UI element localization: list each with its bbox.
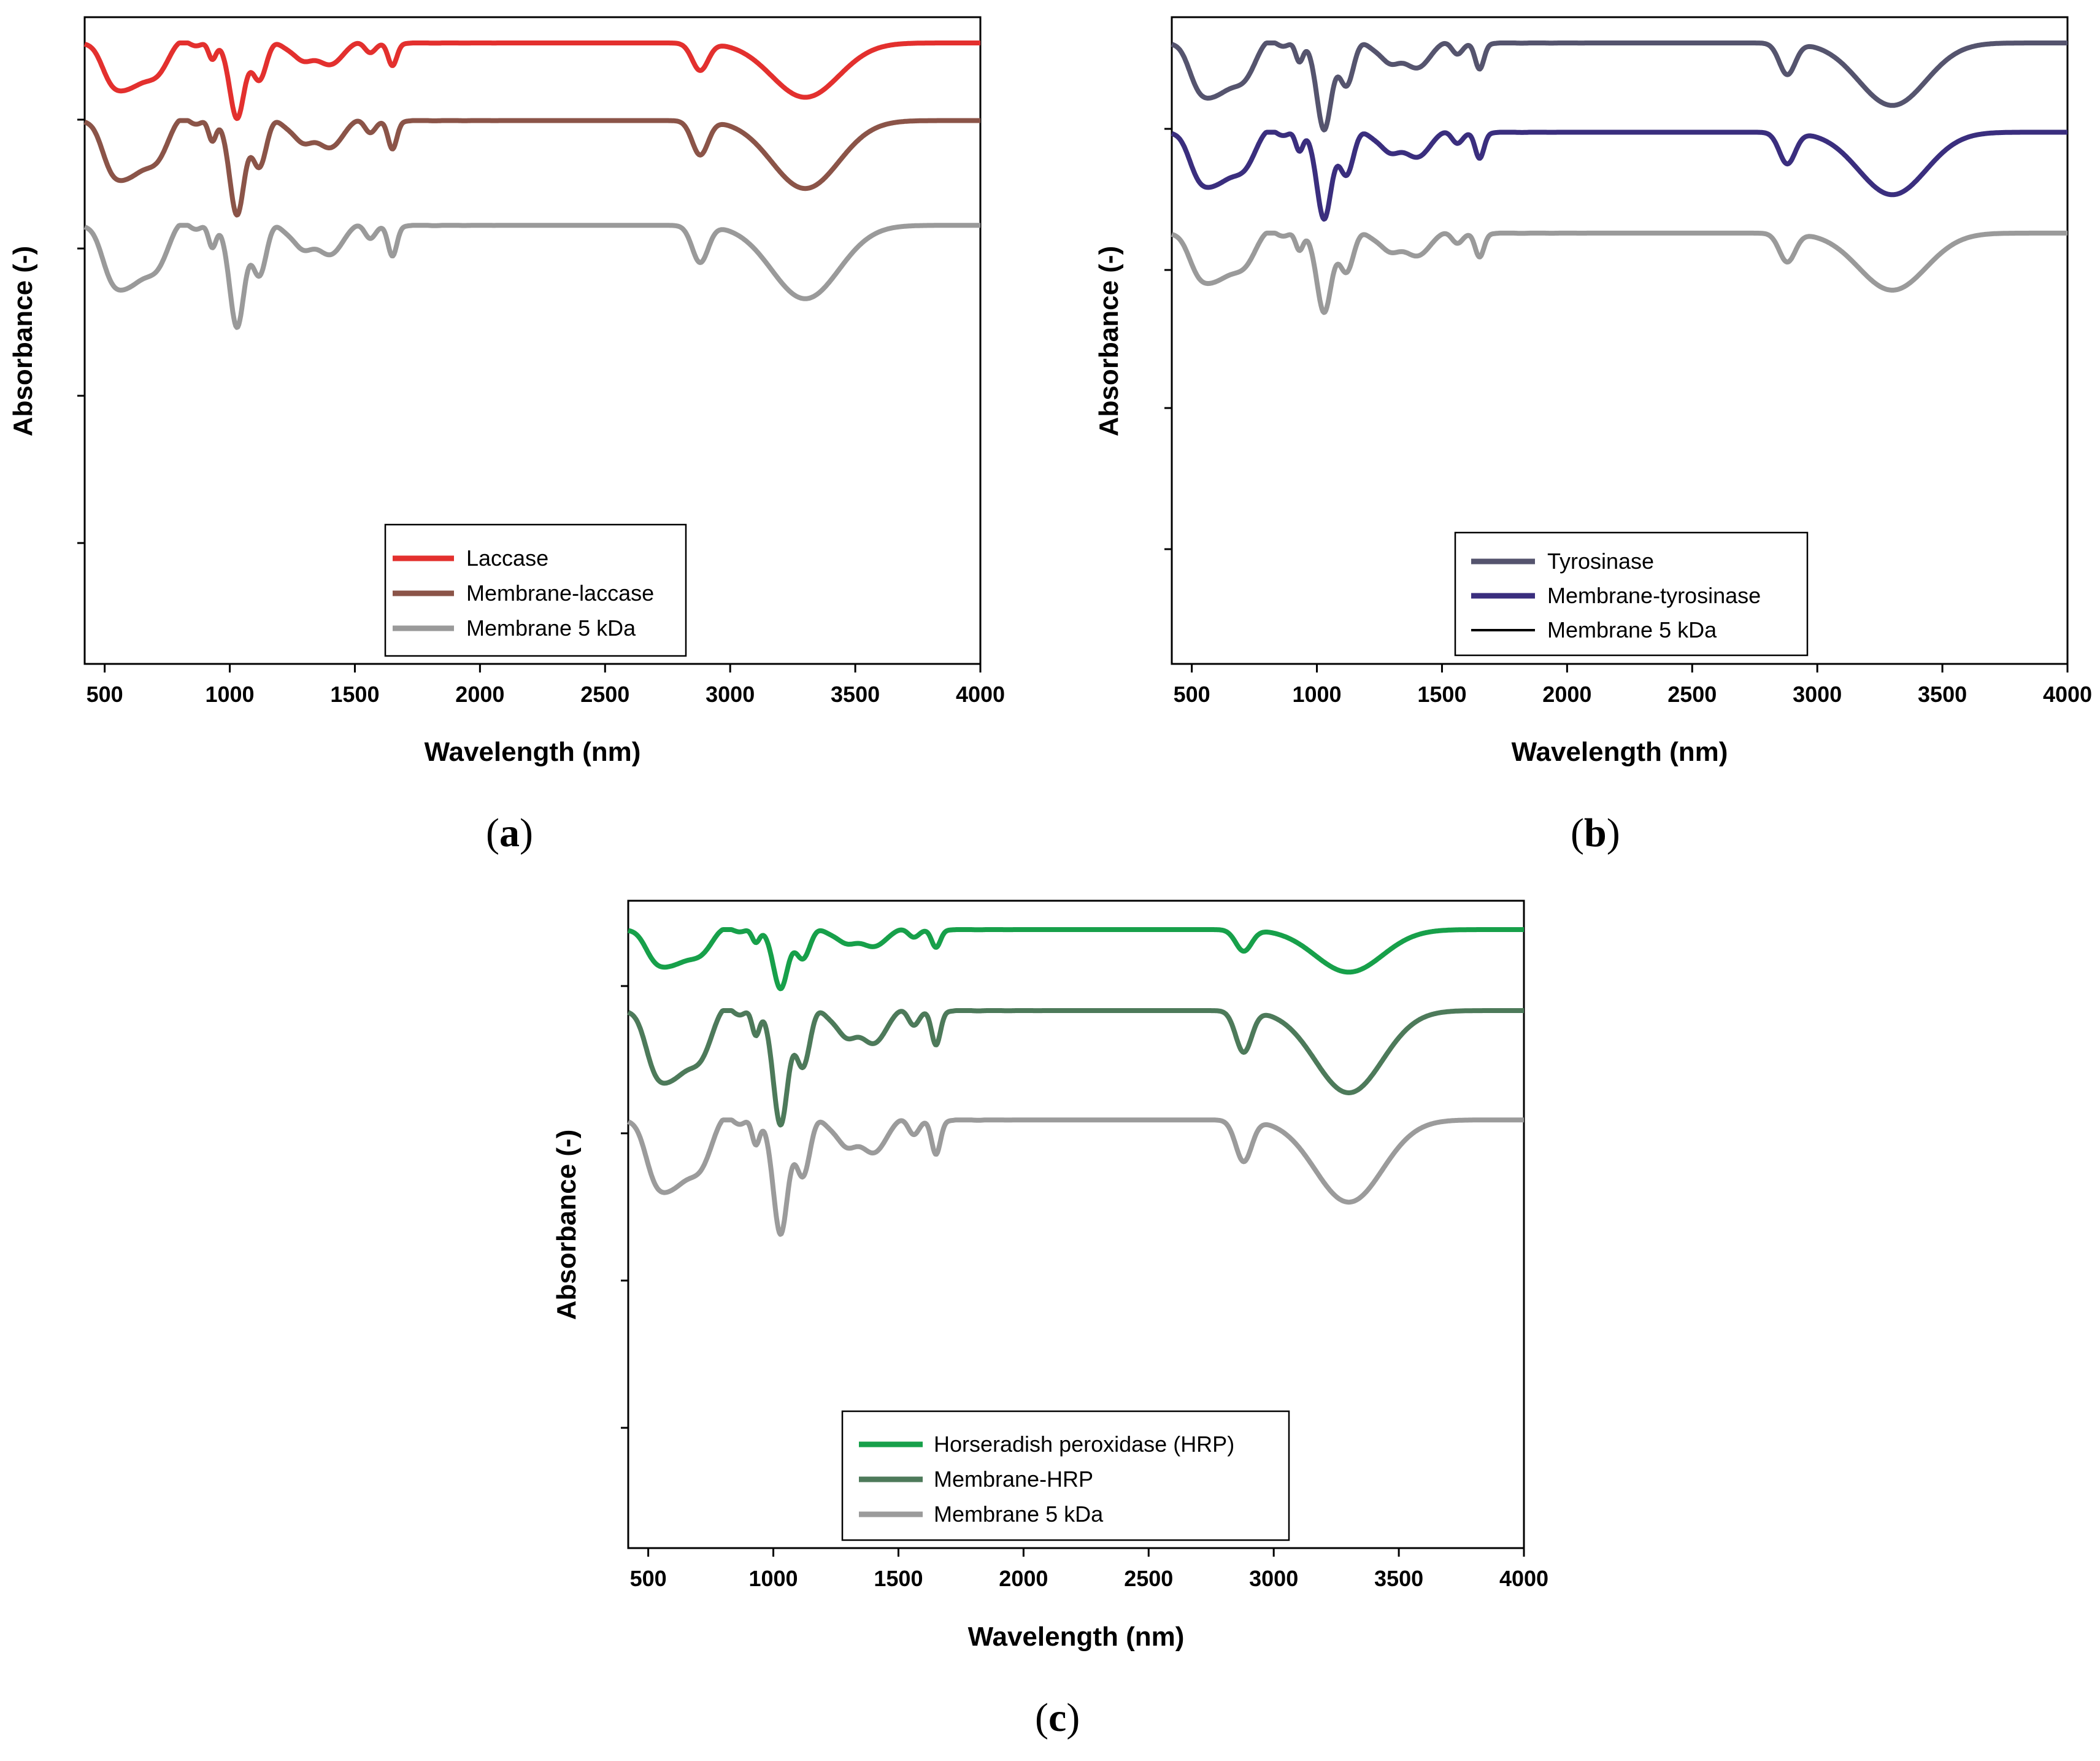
chart-panel-c: Absorbance (-) Wavelength (nm) 500 1000 15… <box>552 900 1548 1652</box>
x-tick-label: 4000 <box>956 682 1005 707</box>
legend-label-hrp: Horseradish peroxidase (HRP) <box>934 1432 1234 1457</box>
series-line-horseradish-peroxidase-hrp- <box>626 927 1526 992</box>
y-axis-label: Absorbance (-) <box>8 246 38 436</box>
x-axis-label: Wavelength (nm) <box>1512 737 1728 767</box>
x-axis-ticks: 500 1000 1500 2000 2500 3000 3500 4000 <box>630 1548 1548 1591</box>
x-axis-ticks: 500 1000 1500 2000 2500 3000 3500 4000 <box>1174 664 2092 707</box>
series-lines <box>626 927 1526 1237</box>
x-tick-label: 3000 <box>1249 1566 1298 1591</box>
plot-frame <box>627 900 1525 1549</box>
y-axis-ticks <box>77 118 85 544</box>
series-line-membrane-5-kda <box>626 1117 1526 1237</box>
legend-label-membrane-hrp: Membrane-HRP <box>934 1466 1093 1492</box>
x-tick-label: 3500 <box>1374 1566 1423 1591</box>
x-tick-label: 1500 <box>1417 682 1466 707</box>
chart-panel-b: Absorbance (-) Wavelength (nm) 500 1000 15… <box>1094 16 2092 767</box>
x-axis-label: Wavelength (nm) <box>968 1622 1185 1652</box>
x-tick-label: 1500 <box>874 1566 923 1591</box>
series-line-membrane-tyrosinase <box>1170 129 2069 222</box>
x-tick-label: 500 <box>1174 682 1210 707</box>
y-axis-label: Absorbance (-) <box>1094 246 1124 436</box>
series-line-membrane-5-kda <box>83 223 982 330</box>
x-tick-label: 3000 <box>706 682 755 707</box>
x-tick-label: 500 <box>630 1566 667 1591</box>
y-axis-label: Absorbance (-) <box>552 1130 582 1320</box>
series-line-membrane-hrp <box>626 1008 1526 1128</box>
x-tick-label: 2000 <box>455 682 504 707</box>
legend-label-membrane-5kda: Membrane 5 kDa <box>934 1501 1104 1527</box>
legend-box <box>384 523 687 657</box>
series-line-tyrosinase <box>1170 40 2069 133</box>
x-tick-label: 4000 <box>2043 682 2092 707</box>
x-tick-label: 2000 <box>999 1566 1048 1591</box>
legend-label-tyrosinase: Tyrosinase <box>1547 549 1654 574</box>
series-line-membrane-5-kda <box>1170 230 2069 315</box>
x-tick-label: 4000 <box>1499 1566 1548 1591</box>
legend-box <box>841 1410 1290 1541</box>
x-tick-label: 3500 <box>831 682 880 707</box>
x-tick-label: 2500 <box>1124 1566 1173 1591</box>
plot-frame <box>83 16 982 665</box>
x-tick-label: 500 <box>87 682 123 707</box>
x-tick-label: 2500 <box>580 682 629 707</box>
y-axis-ticks <box>1164 128 1172 550</box>
x-tick-label: 3000 <box>1793 682 1842 707</box>
series-lines <box>1170 40 2069 315</box>
series-line-laccase <box>83 40 982 121</box>
legend-label-membrane-5kda: Membrane 5 kDa <box>1547 617 1717 642</box>
legend: Tyrosinase Membrane-tyrosinase Membrane … <box>1454 531 1809 657</box>
legend-label-membrane-5kda: Membrane 5 kDa <box>466 615 636 641</box>
x-tick-label: 1000 <box>205 682 254 707</box>
series-line-membrane-laccase <box>83 118 982 218</box>
x-tick-label: 2500 <box>1667 682 1717 707</box>
legend-label-laccase: Laccase <box>466 545 548 571</box>
legend-label-membrane-laccase: Membrane-laccase <box>466 580 654 606</box>
x-tick-label: 3500 <box>1918 682 1967 707</box>
panel-label-b: (b) <box>1571 811 1620 855</box>
legend: Laccase Membrane-laccase Membrane 5 kDa <box>384 523 687 657</box>
x-tick-label: 1000 <box>748 1566 798 1591</box>
panel-label-c: (c) <box>1035 1695 1080 1740</box>
chart-panel-a: Absorbance (-) Wavelength (nm) 500 1000 15… <box>8 16 1005 767</box>
x-tick-label: 2000 <box>1542 682 1591 707</box>
series-lines <box>83 40 982 330</box>
y-axis-ticks <box>621 985 628 1429</box>
x-tick-label: 1500 <box>330 682 379 707</box>
x-tick-label: 1000 <box>1292 682 1341 707</box>
x-axis-ticks: 500 1000 1500 2000 2500 3000 3500 4000 <box>87 664 1005 707</box>
plot-frame <box>1171 16 2069 665</box>
legend-label-membrane-tyrosinase: Membrane-tyrosinase <box>1547 583 1761 608</box>
legend: Horseradish peroxidase (HRP) Membrane-HR… <box>841 1410 1290 1541</box>
x-axis-label: Wavelength (nm) <box>425 737 641 767</box>
panel-label-a: (a) <box>486 811 533 855</box>
